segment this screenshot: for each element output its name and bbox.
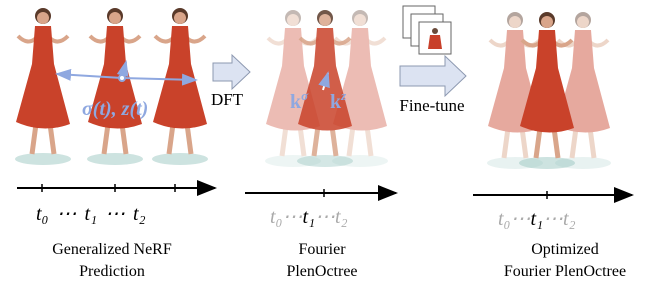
caption: PlenOctree: [286, 263, 357, 280]
input-images: [403, 6, 451, 54]
block-arrow: [213, 55, 250, 89]
arrow-label: DFT: [211, 90, 244, 109]
dancer: [87, 8, 143, 165]
caption: Generalized NeRF: [52, 241, 172, 258]
block-arrow: [400, 56, 466, 96]
caption: Fourier: [298, 241, 346, 258]
timeline-labels: t₀⋯t₁⋯t₂: [270, 206, 348, 228]
caption: Optimized: [531, 241, 599, 258]
dancer: [152, 8, 208, 165]
dancer: [15, 8, 71, 165]
caption: Prediction: [79, 263, 145, 280]
arrow-label: Fine-tune: [399, 96, 464, 115]
annotation: σ(t), z(t): [82, 98, 148, 120]
figure: σ(t), z(t) kσ kz DFT Fine-tune t₀⋯t₁⋯t₂ …: [0, 0, 650, 292]
timeline-labels: t₀⋯t₁⋯t₂: [498, 208, 576, 230]
timeline-labels: t₀⋯t₁⋯t₂: [36, 203, 146, 225]
caption: Fourier PlenOctree: [504, 263, 626, 280]
dancers: [15, 8, 611, 169]
timeline-ticks: [42, 184, 547, 199]
